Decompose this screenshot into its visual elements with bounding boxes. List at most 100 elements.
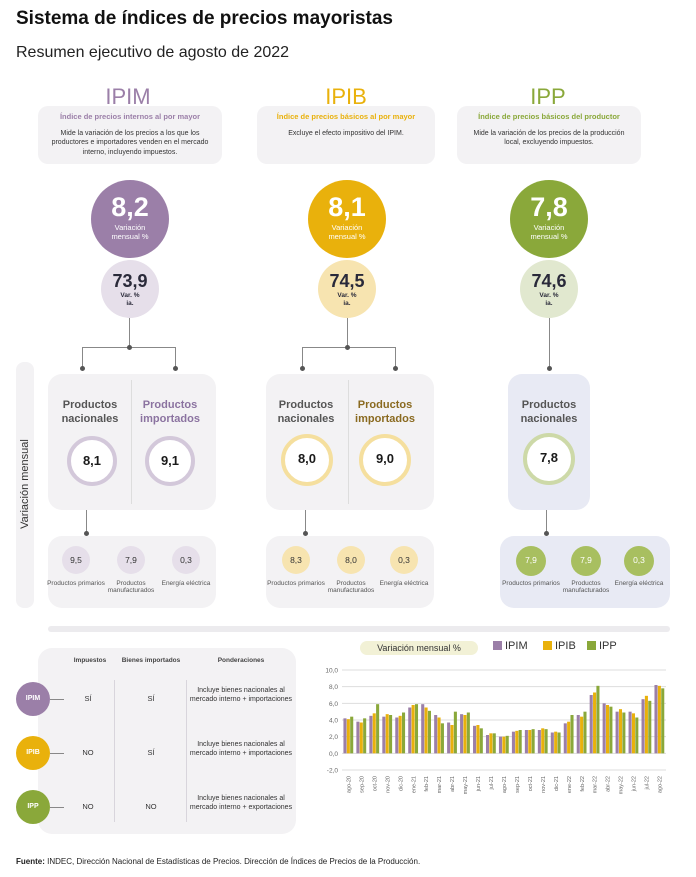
bar-ipp (453, 711, 457, 754)
x-tick-label: abr-22 (606, 776, 612, 792)
ipp-monthly-label: Variación mensual % (530, 223, 568, 241)
bar-ipib (437, 717, 441, 754)
bar-ipp (376, 704, 380, 754)
bar-ipib (502, 736, 506, 754)
ipp-sub-label: Energía eléctrica (614, 580, 664, 587)
table-divider (186, 680, 187, 822)
bar-ipib (359, 722, 363, 754)
x-tick-label: may-21 (463, 776, 469, 794)
x-tick-label: abr-21 (450, 776, 456, 792)
bar-ipp (440, 723, 444, 754)
ipib-sub-dot (303, 531, 308, 536)
bar-ipim (589, 695, 593, 754)
table-cell: Incluye bienes nacionales al mercado int… (189, 795, 293, 812)
bar-ipim (447, 722, 451, 754)
bar-ipp (518, 730, 522, 754)
legend-ipib: IPIB (543, 640, 576, 652)
x-tick-label: ago-20 (346, 776, 352, 793)
bar-ipib (385, 714, 389, 754)
bar-ipib (411, 705, 415, 754)
ipim-connector-dot (127, 345, 132, 350)
ipim-product-ring: 9,1 (145, 436, 195, 486)
x-tick-label: oct-20 (372, 776, 378, 791)
ipim-yoy-value: 73,9 (112, 271, 148, 291)
ipim-connector-dot (80, 366, 85, 371)
bar-ipp (635, 717, 639, 754)
bar-ipim (550, 732, 554, 754)
ipp-sub-label: Productos manufacturados (562, 580, 610, 595)
bar-ipib (476, 725, 480, 754)
ipib-monthly-label: Variación mensual % (328, 223, 366, 241)
row-badge-ipp: IPP (16, 790, 50, 824)
bar-ipib (644, 695, 648, 754)
bar-ipim (460, 714, 464, 754)
ipp-title: IPP (530, 84, 566, 109)
bar-ipim (615, 711, 619, 754)
bar-ipim (524, 730, 528, 754)
row-badge-ipib: IPIB (16, 736, 50, 770)
ipim-sub-dot (84, 531, 89, 536)
ipp-sub-label: Productos primarios (502, 580, 560, 587)
bar-ipim (485, 735, 490, 754)
badge-connector (50, 753, 64, 754)
ipib-product-label: Productos importados (355, 399, 415, 426)
bar-ipp (402, 712, 406, 754)
legend-swatch (493, 641, 502, 650)
y-tick-label: 8,0 (329, 684, 338, 691)
ipp-name: Índice de precios básicos del productor (478, 112, 620, 121)
ipim-connector (129, 318, 130, 348)
ipp-sub-value: 7,9 (571, 546, 601, 576)
ipim-product-label: Productos importados (140, 399, 200, 426)
ipim-sub-label: Productos manufacturados (107, 580, 155, 595)
footer: Fuente: INDEC, Dirección Nacional de Est… (16, 857, 420, 866)
bar-ipib (450, 725, 454, 754)
bar-ipim (498, 736, 503, 754)
ipib-panel-divider (348, 380, 349, 504)
y-tick-label: 2,0 (329, 734, 338, 741)
ipim-description-box: Índice de precios internos al por mayor … (38, 106, 222, 164)
x-tick-label: mar-22 (593, 776, 599, 793)
ipim-product-label: Productos nacionales (61, 399, 119, 426)
bar-ipim (343, 718, 347, 754)
x-tick-label: feb-21 (424, 776, 430, 792)
bar-ipim (369, 715, 373, 754)
ipim-sub-value: 7,9 (117, 546, 145, 574)
bar-ipib (398, 715, 402, 754)
table-divider (114, 680, 115, 822)
bar-ipp (648, 700, 652, 754)
ipim-monthly-circle: 8,2 Variación mensual % (91, 180, 169, 258)
x-tick-label: ago-21 (502, 776, 508, 793)
bar-ipib (463, 715, 467, 754)
bar-ipp (609, 706, 613, 754)
bar-ipp (557, 732, 561, 754)
ipib-yoy-label: Var. % ia. (337, 292, 357, 307)
bar-ipim (408, 707, 412, 754)
bar-ipib (580, 716, 584, 754)
table-cell: Incluye bienes nacionales al mercado int… (189, 741, 293, 758)
ipim-sub-label: Energía eléctrica (161, 580, 211, 587)
x-tick-label: may-22 (619, 776, 625, 794)
ipib-product-ring: 8,0 (281, 434, 333, 486)
ipim-panel-divider (131, 380, 132, 504)
chart-title: Variación mensual % (360, 641, 478, 655)
bar-ipp (505, 735, 509, 754)
ipim-sub-value: 9,5 (62, 546, 90, 574)
side-label: Variación mensual (19, 439, 31, 529)
bar-ipim (628, 711, 632, 754)
ipim-connector-l (82, 347, 83, 369)
ipib-connector-dot (345, 345, 350, 350)
bar-ipib (605, 705, 610, 754)
bar-ipim (563, 723, 567, 754)
ipib-connector-r (395, 347, 396, 369)
bar-ipp (531, 729, 535, 754)
comparison-table-panel (38, 648, 296, 834)
bar-ipib (346, 719, 350, 754)
x-tick-label: nov-20 (385, 776, 391, 793)
ipim-yoy-label: Var. % ia. (120, 292, 140, 307)
bar-ipp (570, 715, 574, 754)
ipib-sub-connector (305, 510, 306, 534)
y-tick-label: 0,0 (329, 751, 338, 758)
ipib-description: Excluye el efecto impositivo del IPIM. (288, 130, 404, 137)
table-header-impuestos: Impuestos (73, 657, 107, 664)
y-tick-label: 4,0 (329, 718, 338, 725)
